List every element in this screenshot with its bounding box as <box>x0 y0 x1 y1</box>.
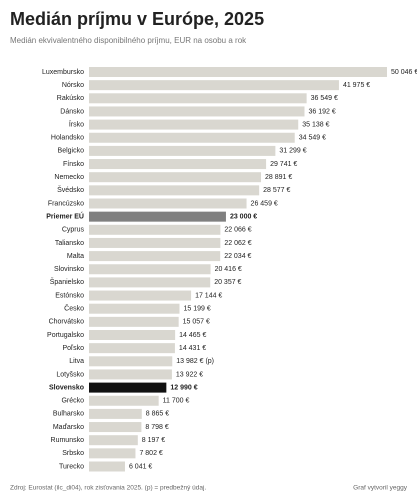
y-tick-label: Luxembursko <box>42 69 84 76</box>
bar <box>89 172 262 183</box>
bar <box>89 237 221 248</box>
y-tick-label: Belgicko <box>58 148 85 155</box>
y-tick-label: Srbsko <box>62 450 84 457</box>
value-label: 36 549 € <box>311 95 338 102</box>
y-tick-label: Slovensko <box>49 384 84 391</box>
y-tick-label: Fínsko <box>63 161 84 168</box>
bar <box>89 211 226 222</box>
bar <box>89 369 172 380</box>
value-label: 8 865 € <box>146 411 169 418</box>
bar <box>89 303 180 314</box>
y-tick-label: Malta <box>67 253 84 260</box>
value-label: 20 357 € <box>214 279 241 286</box>
value-label: 50 046 € <box>391 69 417 76</box>
y-tick-label: Rumunsko <box>51 437 85 444</box>
y-tick-label: Lotyšsko <box>56 371 84 378</box>
y-tick-label: Litva <box>69 358 84 365</box>
bar <box>89 119 299 130</box>
bar <box>89 80 339 91</box>
value-label: 11 700 € <box>163 398 190 405</box>
y-tick-label: Portugalsko <box>47 332 84 339</box>
bar <box>89 343 175 354</box>
value-label: 28 891 € <box>265 174 292 181</box>
value-label: 13 982 € (p) <box>176 358 214 365</box>
value-label: 15 057 € <box>183 319 210 326</box>
bar <box>89 316 179 327</box>
value-label: 17 144 € <box>195 292 222 299</box>
bar <box>89 422 142 433</box>
y-tick-label: Rakúsko <box>57 95 84 102</box>
bar <box>89 198 247 209</box>
y-tick-label: Poľsko <box>63 345 85 352</box>
value-label: 15 199 € <box>184 306 211 313</box>
bar <box>89 330 176 340</box>
bar <box>89 461 125 472</box>
y-tick-label: Holandsko <box>51 135 84 142</box>
y-tick-label: Priemer EÚ <box>46 211 84 220</box>
y-tick-label: Nemecko <box>54 174 84 181</box>
bar <box>89 145 276 156</box>
bar <box>89 251 221 262</box>
bar <box>89 185 260 196</box>
value-label: 29 741 € <box>270 161 297 168</box>
bar <box>89 159 267 170</box>
y-tick-label: Estónsko <box>55 292 84 299</box>
value-label: 22 062 € <box>224 240 251 247</box>
value-label: 8 197 € <box>142 437 165 444</box>
chart-subtitle: Medián ekvivalentného disponibilného prí… <box>10 36 247 45</box>
bar <box>89 408 142 419</box>
value-label: 36 192 € <box>309 108 336 115</box>
value-label: 14 431 € <box>179 345 206 352</box>
value-label: 28 577 € <box>263 187 290 194</box>
y-tick-label: Slovinsko <box>54 266 84 273</box>
y-tick-label: Česko <box>64 304 84 313</box>
value-label: 31 299 € <box>279 148 306 155</box>
y-tick-label: Írsko <box>69 119 84 128</box>
y-tick-label: Turecko <box>59 463 84 470</box>
bar <box>89 290 192 301</box>
bar <box>89 67 387 77</box>
y-tick-label: Grécko <box>61 398 84 405</box>
value-label: 41 975 € <box>343 82 370 89</box>
bar <box>89 448 136 459</box>
y-tick-label: Švédsko <box>57 185 84 194</box>
bar <box>89 93 307 104</box>
value-label: 34 549 € <box>299 135 326 142</box>
bar <box>89 395 159 406</box>
value-label: 22 034 € <box>224 253 251 260</box>
y-tick-label: Bulharsko <box>53 411 84 418</box>
value-label: 6 041 € <box>129 463 152 470</box>
y-tick-label: Dánsko <box>60 108 84 115</box>
y-tick-label: Francúzsko <box>48 200 84 207</box>
bar <box>89 277 211 288</box>
value-label: 20 416 € <box>215 266 242 273</box>
value-label: 13 922 € <box>176 371 203 378</box>
y-tick-label: Maďarsko <box>53 424 84 431</box>
value-label: 8 798 € <box>145 424 168 431</box>
bar <box>89 356 173 367</box>
y-tick-label: Chorvátsko <box>49 319 85 326</box>
bar <box>89 132 295 143</box>
y-tick-label: Nórsko <box>62 82 84 89</box>
bar <box>89 435 138 446</box>
credit: Graf vytvoril yeggy <box>353 485 408 492</box>
bar <box>89 264 211 275</box>
value-label: 14 465 € <box>179 332 206 339</box>
source-note: Zdroj: Eurostat (ilc_di04), rok zisťovan… <box>10 485 206 492</box>
value-label: 26 459 € <box>251 200 278 207</box>
value-label: 12 990 € <box>170 384 197 391</box>
y-tick-label: Cyprus <box>62 227 85 234</box>
bar <box>89 106 305 117</box>
bar <box>89 382 167 393</box>
value-label: 7 802 € <box>139 450 162 457</box>
value-label: 23 000 € <box>230 213 257 220</box>
value-label: 35 138 € <box>302 121 329 128</box>
y-tick-label: Španielsko <box>50 277 84 286</box>
chart-title: Medián príjmu v Európe, 2025 <box>10 9 264 29</box>
value-label: 22 066 € <box>224 227 251 234</box>
y-tick-label: Taliansko <box>55 240 84 247</box>
bar <box>89 224 221 235</box>
